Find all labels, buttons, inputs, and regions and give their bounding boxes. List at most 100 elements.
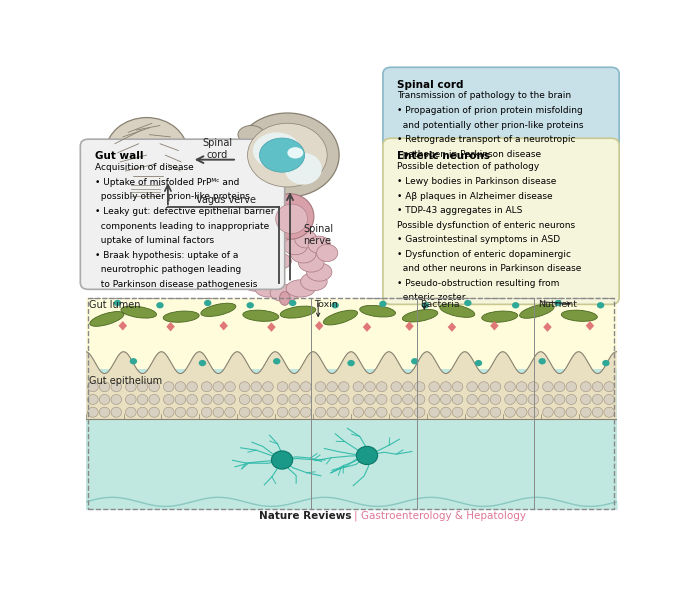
Ellipse shape [88,394,98,404]
Polygon shape [543,323,551,332]
Circle shape [422,302,429,309]
Ellipse shape [554,407,565,417]
Ellipse shape [255,280,283,297]
Ellipse shape [99,394,110,404]
Ellipse shape [88,382,98,392]
Ellipse shape [505,394,515,404]
Ellipse shape [364,382,375,392]
Ellipse shape [239,394,250,404]
Ellipse shape [440,382,451,392]
Text: Bacteria: Bacteria [420,300,460,309]
Ellipse shape [262,407,273,417]
Ellipse shape [581,394,591,404]
Polygon shape [267,323,275,332]
Ellipse shape [121,306,156,318]
Ellipse shape [262,252,291,269]
Ellipse shape [402,310,438,322]
Polygon shape [315,321,323,330]
Bar [86,369,616,509]
Ellipse shape [201,407,212,417]
Polygon shape [86,352,616,419]
Ellipse shape [466,394,477,404]
Ellipse shape [452,382,463,392]
Ellipse shape [323,310,358,325]
Ellipse shape [260,138,305,172]
Ellipse shape [520,304,554,319]
Ellipse shape [353,407,364,417]
Circle shape [475,360,482,366]
Text: possibly other prion-like proteins: possibly other prion-like proteins [95,193,249,202]
Ellipse shape [262,394,273,404]
Ellipse shape [566,382,577,392]
Ellipse shape [149,407,160,417]
Bar [88,298,614,509]
Ellipse shape [376,407,387,417]
Ellipse shape [593,394,603,404]
Text: Gut epithelium: Gut epithelium [89,376,162,386]
Text: components leading to inappropriate: components leading to inappropriate [95,222,269,230]
Circle shape [332,302,339,309]
Ellipse shape [284,238,308,255]
Ellipse shape [270,284,299,301]
Ellipse shape [315,407,326,417]
Ellipse shape [315,394,326,404]
Ellipse shape [566,394,577,404]
Ellipse shape [429,394,440,404]
Ellipse shape [295,230,317,248]
Ellipse shape [308,236,330,254]
Ellipse shape [251,407,262,417]
Text: Nutrient: Nutrient [538,300,577,309]
Text: • Braak hypothesis: uptake of a: • Braak hypothesis: uptake of a [95,251,238,259]
Text: Gut lumen: Gut lumen [89,300,141,310]
Ellipse shape [277,394,288,404]
Ellipse shape [251,394,262,404]
Ellipse shape [478,407,489,417]
Ellipse shape [414,382,425,392]
Polygon shape [166,322,175,332]
Text: enteric zoster: enteric zoster [397,294,466,303]
Ellipse shape [554,382,565,392]
Ellipse shape [593,407,603,417]
Circle shape [114,300,121,306]
Text: Toxin: Toxin [314,300,338,309]
Text: • Dysfunction of enteric dopaminergic: • Dysfunction of enteric dopaminergic [397,250,571,259]
Ellipse shape [225,382,236,392]
Ellipse shape [414,407,425,417]
Ellipse shape [111,382,121,392]
Ellipse shape [246,241,275,260]
Ellipse shape [125,382,136,392]
Ellipse shape [125,407,136,417]
Text: • Propagation of prion protein misfolding: • Propagation of prion protein misfoldin… [397,106,583,115]
Text: and other neurons in Parkinson disease: and other neurons in Parkinson disease [397,264,582,273]
Ellipse shape [111,394,121,404]
Text: Transmission of pathology to the brain: Transmission of pathology to the brain [397,92,571,100]
Circle shape [554,300,562,306]
Circle shape [289,300,297,306]
Ellipse shape [505,382,515,392]
Text: to Parkinson disease pathogenesis: to Parkinson disease pathogenesis [95,280,257,289]
Ellipse shape [306,263,332,281]
Ellipse shape [242,274,269,291]
Ellipse shape [175,407,186,417]
Ellipse shape [391,394,401,404]
Circle shape [512,302,519,309]
Ellipse shape [262,382,273,392]
Ellipse shape [127,181,161,202]
Polygon shape [363,323,371,332]
FancyBboxPatch shape [383,138,619,304]
Polygon shape [448,323,456,332]
Ellipse shape [279,291,290,306]
Ellipse shape [266,194,314,239]
Ellipse shape [593,382,603,392]
Ellipse shape [429,407,440,417]
Text: • Pseudo-obstruction resulting from: • Pseudo-obstruction resulting from [397,279,560,288]
Text: • Uptake of misfolded PrPᴹᶜ and: • Uptake of misfolded PrPᴹᶜ and [95,178,239,187]
Ellipse shape [289,407,299,417]
Text: • Retrograde transport of a neurotropic: • Retrograde transport of a neurotropic [397,135,576,144]
Circle shape [379,301,386,307]
Ellipse shape [581,407,591,417]
Ellipse shape [187,394,197,404]
Ellipse shape [164,394,174,404]
Ellipse shape [364,394,375,404]
Ellipse shape [238,125,264,144]
